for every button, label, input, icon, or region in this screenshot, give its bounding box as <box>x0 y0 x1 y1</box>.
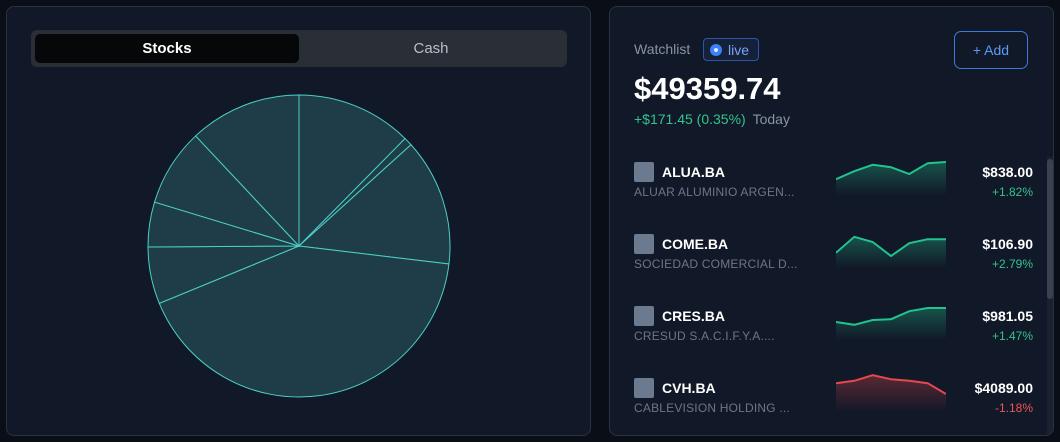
stock-logo <box>634 378 654 398</box>
sparkline-line <box>836 307 946 326</box>
pie-slice-0[interactable] <box>298 94 406 248</box>
watchlist-item[interactable]: COME.BA SOCIEDAD COMERCIAL D... $106.90 … <box>634 234 1034 278</box>
stock-name: CABLEVISION HOLDING ... <box>634 401 790 415</box>
stock-symbol: ALUA.BA <box>662 164 725 180</box>
watchlist-title: Watchlist <box>634 41 691 57</box>
pie-slice-2[interactable] <box>297 144 451 265</box>
allocation-pie-chart <box>147 94 451 398</box>
tab-cash[interactable]: Cash <box>413 40 449 57</box>
add-button[interactable]: + Add <box>954 31 1028 69</box>
pie-slice-7[interactable] <box>194 94 300 248</box>
pie-slice-3[interactable] <box>158 245 450 398</box>
sparkline-chart <box>836 235 946 268</box>
sparkline-chart <box>836 374 946 412</box>
stock-logo <box>634 234 654 254</box>
live-indicator-icon <box>710 43 722 56</box>
stock-price: $106.90 <box>982 236 1033 252</box>
stock-logo <box>634 162 654 182</box>
portfolio-change-period: Today <box>752 111 790 127</box>
stock-change: +1.82% <box>991 185 1033 199</box>
portfolio-change: +$171.45 (0.35%) Today <box>634 111 790 127</box>
watchlist-item[interactable]: ALUA.BA ALUAR ALUMINIO ARGEN... $838.00 … <box>634 161 1034 206</box>
stock-name: CRESUD S.A.C.I.F.Y.A.... <box>634 329 775 343</box>
sparkline-area <box>836 308 946 340</box>
stock-change: +1.47% <box>991 329 1033 343</box>
stock-change: +2.79% <box>991 257 1033 271</box>
sparkline-area <box>836 375 946 412</box>
sparkline-line <box>836 161 946 181</box>
stock-price: $4089.00 <box>974 380 1033 396</box>
stock-name: SOCIEDAD COMERCIAL D... <box>634 257 798 271</box>
watchlist-item[interactable]: CVH.BA CABLEVISION HOLDING ... $4089.00 … <box>634 374 1034 422</box>
sparkline-line <box>836 374 946 395</box>
sparkline-area <box>836 162 946 196</box>
sparkline-line <box>836 235 946 258</box>
stock-logo <box>634 306 654 326</box>
sparkline-chart <box>836 307 946 340</box>
stock-symbol: COME.BA <box>662 236 729 252</box>
stock-price: $981.05 <box>982 308 1033 324</box>
stock-symbol: CRES.BA <box>662 308 726 324</box>
allocation-panel: Stocks Cash <box>6 6 591 436</box>
asset-type-toggle: Stocks Cash <box>31 30 567 67</box>
stock-price: $838.00 <box>982 164 1033 180</box>
scrollbar-thumb[interactable] <box>1047 159 1053 299</box>
live-badge: live <box>703 38 760 61</box>
stock-name: ALUAR ALUMINIO ARGEN... <box>634 185 795 199</box>
sparkline-area <box>836 236 946 268</box>
live-label: live <box>728 41 750 58</box>
watchlist-item[interactable]: CRES.BA CRESUD S.A.C.I.F.Y.A.... $981.05… <box>634 306 1034 350</box>
portfolio-total: $49359.74 <box>634 71 781 106</box>
watchlist-panel: Watchlist live + Add $49359.74 +$171.45 … <box>609 6 1054 436</box>
tab-stocks[interactable]: Stocks <box>35 34 299 63</box>
stock-symbol: CVH.BA <box>662 380 716 396</box>
portfolio-change-value: +$171.45 (0.35%) <box>634 111 746 127</box>
stock-change: -1.18% <box>994 401 1033 415</box>
sparkline-chart <box>836 161 946 196</box>
